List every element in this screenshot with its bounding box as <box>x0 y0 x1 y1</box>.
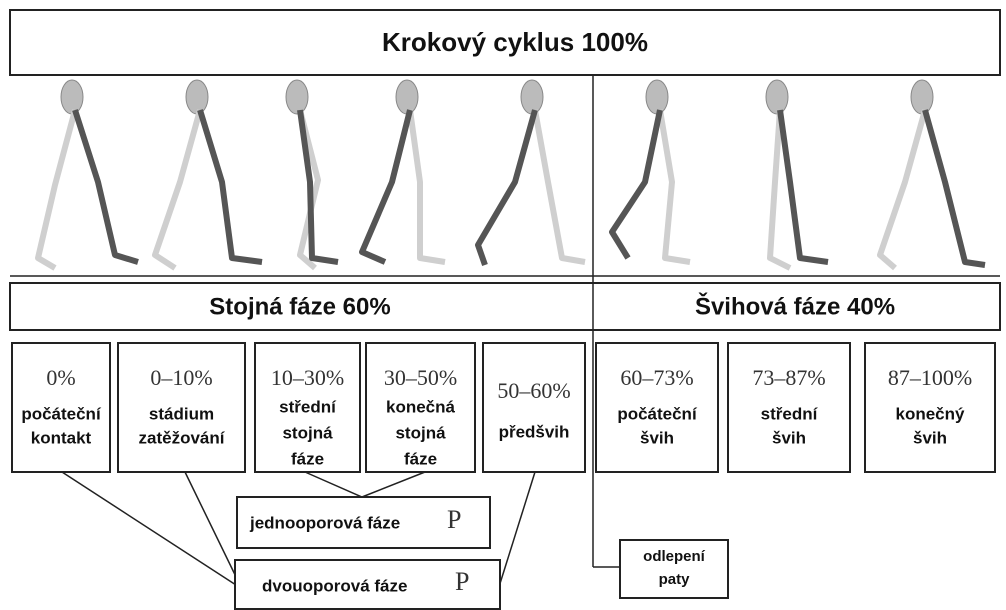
leg <box>410 110 445 262</box>
subphase-label: švih <box>772 428 806 447</box>
leg <box>155 110 200 268</box>
subphase-label: předšvih <box>499 422 570 441</box>
double-support-symbol: P <box>455 567 469 596</box>
connector <box>62 472 236 585</box>
subphase-label: stojná <box>282 423 333 442</box>
double-support-label: dvouoporová fáze <box>262 576 407 595</box>
subphase-percent: 0% <box>46 365 75 390</box>
phase-label: Stojná fáze 60% <box>209 293 390 320</box>
pelvis <box>186 80 208 114</box>
leg <box>535 110 585 262</box>
subphase-label: střední <box>279 397 337 416</box>
subphase-label: zatěžování <box>139 428 226 447</box>
subphase-percent: 73–87% <box>752 365 825 390</box>
skeleton <box>38 80 138 268</box>
pelvis <box>396 80 418 114</box>
subphase-label: konečný <box>896 404 966 423</box>
subphases: 0% počáteční kontakt 0–10% stádium zatěžování… <box>12 343 995 472</box>
subphase-percent: 0–10% <box>150 365 212 390</box>
leg <box>780 110 828 262</box>
subphase-label: počáteční <box>617 404 698 423</box>
pelvis <box>646 80 668 114</box>
leg <box>925 110 985 265</box>
pelvis <box>286 80 308 114</box>
subphase-label: fáze <box>291 449 324 468</box>
subphase-percent: 87–100% <box>888 365 972 390</box>
connector <box>305 472 425 497</box>
connector <box>185 472 240 585</box>
pelvis <box>61 80 83 114</box>
subphase-label: střední <box>761 404 819 423</box>
heel-off-label: odlepení <box>643 548 706 565</box>
pelvis <box>766 80 788 114</box>
single-support-symbol: P <box>447 505 461 534</box>
subphase-label: kontakt <box>31 428 92 447</box>
leg <box>362 110 410 262</box>
leg <box>770 110 790 268</box>
skeleton <box>286 80 338 268</box>
leg <box>38 110 75 268</box>
skeleton <box>766 80 828 268</box>
leg <box>200 110 262 262</box>
subphase-label: fáze <box>404 449 437 468</box>
skeleton <box>612 80 690 262</box>
leg <box>880 110 925 268</box>
subphase-label: stojná <box>395 423 446 442</box>
skeleton <box>880 80 985 268</box>
leg <box>612 110 660 258</box>
single-support-label: jednooporová fáze <box>249 513 400 532</box>
subphase-percent: 10–30% <box>271 365 344 390</box>
pelvis <box>521 80 543 114</box>
subphase-percent: 60–73% <box>620 365 693 390</box>
pelvis <box>911 80 933 114</box>
subphase-label: švih <box>640 428 674 447</box>
subphase-label: švih <box>913 428 947 447</box>
phase-label: Švihová fáze 40% <box>695 292 895 320</box>
gait-diagram: Krokový cyklus 100% Stojná fáze 60% Švih… <box>0 0 1006 610</box>
leg <box>660 110 690 262</box>
subphase-label: konečná <box>386 397 456 416</box>
connector <box>498 472 535 590</box>
subphase-percent: 30–50% <box>384 365 457 390</box>
skeletons <box>38 80 985 268</box>
skeleton <box>155 80 262 268</box>
subphase-percent: 50–60% <box>497 378 570 403</box>
subphase-label: počáteční <box>21 404 102 423</box>
subphase-box <box>483 343 585 472</box>
leg <box>478 110 535 265</box>
skeleton <box>362 80 445 262</box>
leg <box>75 110 138 262</box>
subphase-label: stádium <box>149 404 214 423</box>
title: Krokový cyklus 100% <box>382 27 648 57</box>
skeleton <box>478 80 585 265</box>
heel-off-label: paty <box>659 571 691 588</box>
